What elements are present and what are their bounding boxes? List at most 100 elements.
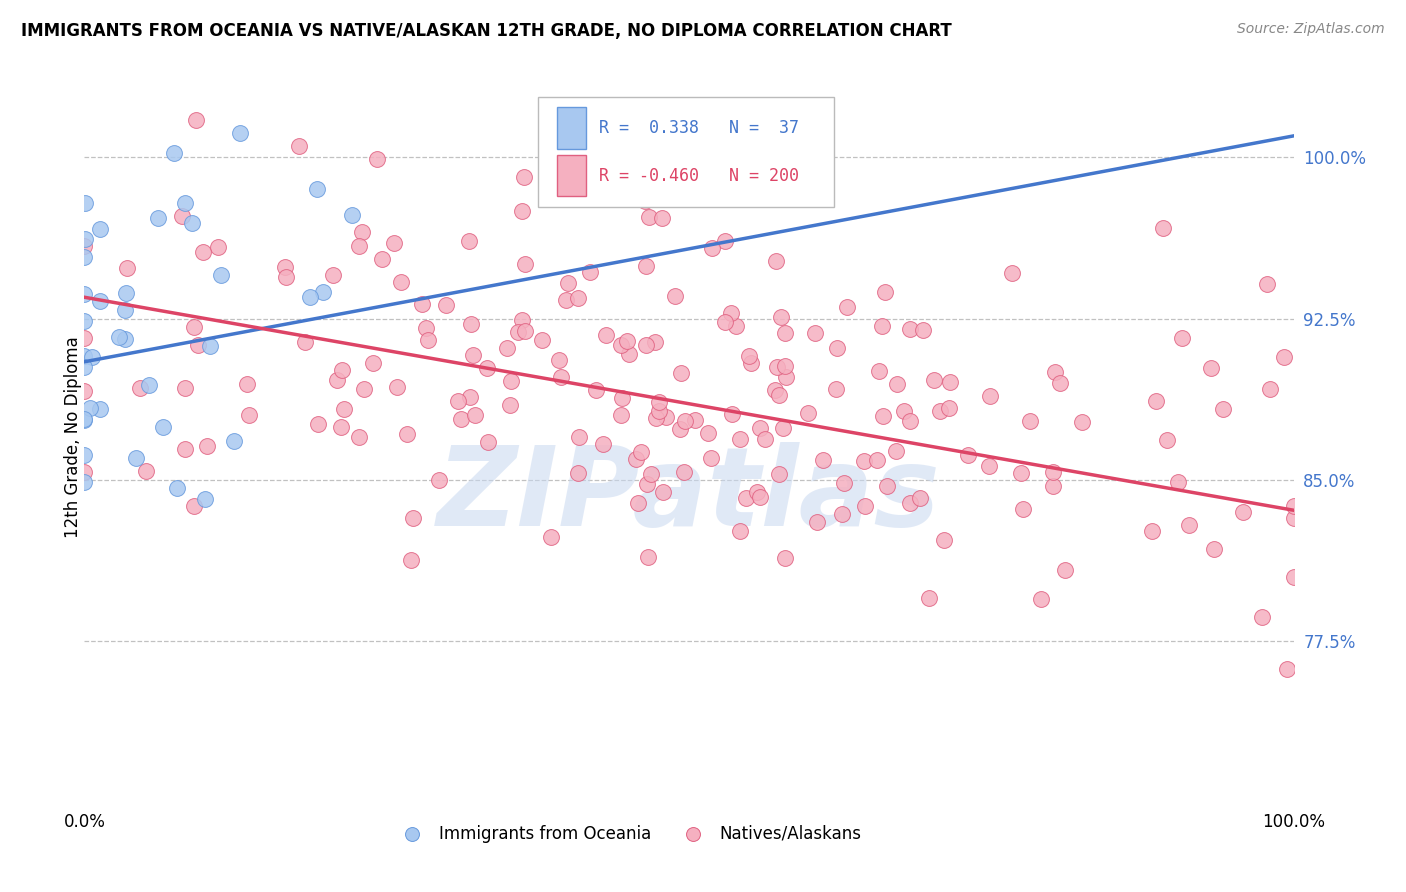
Point bbox=[567, 467, 589, 481]
Point bbox=[347, 239, 370, 253]
Point bbox=[115, 286, 138, 301]
Point bbox=[401, 510, 423, 524]
Point bbox=[458, 390, 481, 404]
Point bbox=[652, 485, 675, 500]
Point bbox=[634, 260, 657, 274]
Point bbox=[740, 356, 762, 370]
Point bbox=[1140, 524, 1163, 538]
Point bbox=[872, 409, 894, 424]
Point bbox=[447, 393, 470, 408]
Point bbox=[766, 359, 789, 374]
Point bbox=[654, 410, 676, 425]
Point bbox=[747, 485, 769, 500]
Point bbox=[714, 315, 737, 329]
Point bbox=[664, 289, 686, 303]
Point bbox=[853, 499, 876, 513]
Legend: Immigrants from Oceania, Natives/Alaskans: Immigrants from Oceania, Natives/Alaskan… bbox=[389, 818, 868, 849]
Point bbox=[911, 323, 934, 337]
Point bbox=[450, 412, 472, 426]
FancyBboxPatch shape bbox=[557, 107, 586, 149]
Point bbox=[634, 338, 657, 352]
Point bbox=[619, 346, 641, 360]
Point bbox=[672, 465, 695, 479]
Point bbox=[382, 236, 405, 251]
Point bbox=[187, 338, 209, 352]
Point bbox=[73, 251, 96, 265]
Point bbox=[174, 442, 197, 456]
Point bbox=[305, 181, 328, 195]
Point bbox=[332, 402, 354, 417]
Point bbox=[568, 430, 591, 444]
Point bbox=[979, 458, 1001, 473]
Point bbox=[114, 332, 136, 346]
Point bbox=[979, 389, 1001, 403]
Point bbox=[89, 293, 111, 308]
Point bbox=[89, 221, 111, 235]
Point bbox=[73, 286, 96, 301]
Point bbox=[1202, 542, 1225, 557]
Point bbox=[510, 204, 533, 219]
Point bbox=[609, 338, 631, 352]
Point bbox=[884, 444, 907, 458]
Point bbox=[644, 411, 666, 425]
Point bbox=[636, 477, 658, 491]
Point bbox=[273, 260, 295, 274]
Point bbox=[1275, 662, 1298, 676]
Point bbox=[720, 407, 742, 421]
Point bbox=[366, 152, 388, 166]
Point bbox=[700, 240, 723, 254]
Y-axis label: 12th Grade, No Diploma: 12th Grade, No Diploma bbox=[65, 336, 82, 538]
Point bbox=[229, 126, 252, 140]
Point bbox=[825, 342, 848, 356]
Point bbox=[769, 310, 792, 324]
Point bbox=[371, 252, 394, 266]
Point bbox=[73, 475, 96, 489]
Point bbox=[567, 291, 589, 305]
Point bbox=[125, 451, 148, 466]
Point bbox=[832, 476, 855, 491]
Point bbox=[463, 348, 485, 362]
Point bbox=[772, 420, 794, 434]
Point bbox=[876, 478, 898, 492]
Point bbox=[173, 381, 195, 395]
Point bbox=[803, 326, 825, 341]
Point bbox=[79, 401, 101, 415]
Point bbox=[73, 412, 96, 426]
Point bbox=[389, 275, 412, 289]
Point bbox=[711, 183, 734, 197]
Point bbox=[1282, 570, 1305, 584]
Point bbox=[1144, 394, 1167, 409]
Point bbox=[385, 379, 408, 393]
Point bbox=[207, 240, 229, 254]
Point bbox=[1019, 414, 1042, 428]
Point bbox=[429, 473, 451, 487]
Point bbox=[238, 409, 260, 423]
Point bbox=[401, 553, 423, 567]
Point bbox=[191, 245, 214, 260]
Point bbox=[648, 395, 671, 409]
Point bbox=[499, 398, 522, 412]
Point bbox=[1053, 563, 1076, 577]
Point bbox=[579, 265, 602, 279]
Point bbox=[773, 359, 796, 374]
Point bbox=[735, 491, 758, 505]
Point bbox=[347, 429, 370, 443]
Point bbox=[898, 414, 921, 428]
Point bbox=[557, 276, 579, 290]
Point bbox=[434, 297, 457, 311]
Point bbox=[299, 290, 322, 304]
Point bbox=[738, 349, 761, 363]
Point bbox=[725, 319, 748, 334]
Point bbox=[460, 317, 482, 331]
Point bbox=[616, 334, 638, 348]
Point bbox=[174, 196, 197, 211]
Point bbox=[326, 373, 349, 387]
Point bbox=[183, 499, 205, 513]
Point bbox=[886, 376, 908, 391]
Point bbox=[396, 427, 419, 442]
Point bbox=[748, 421, 770, 435]
Point bbox=[1049, 376, 1071, 391]
FancyBboxPatch shape bbox=[538, 97, 834, 207]
Point bbox=[209, 268, 232, 283]
Point bbox=[730, 524, 752, 539]
